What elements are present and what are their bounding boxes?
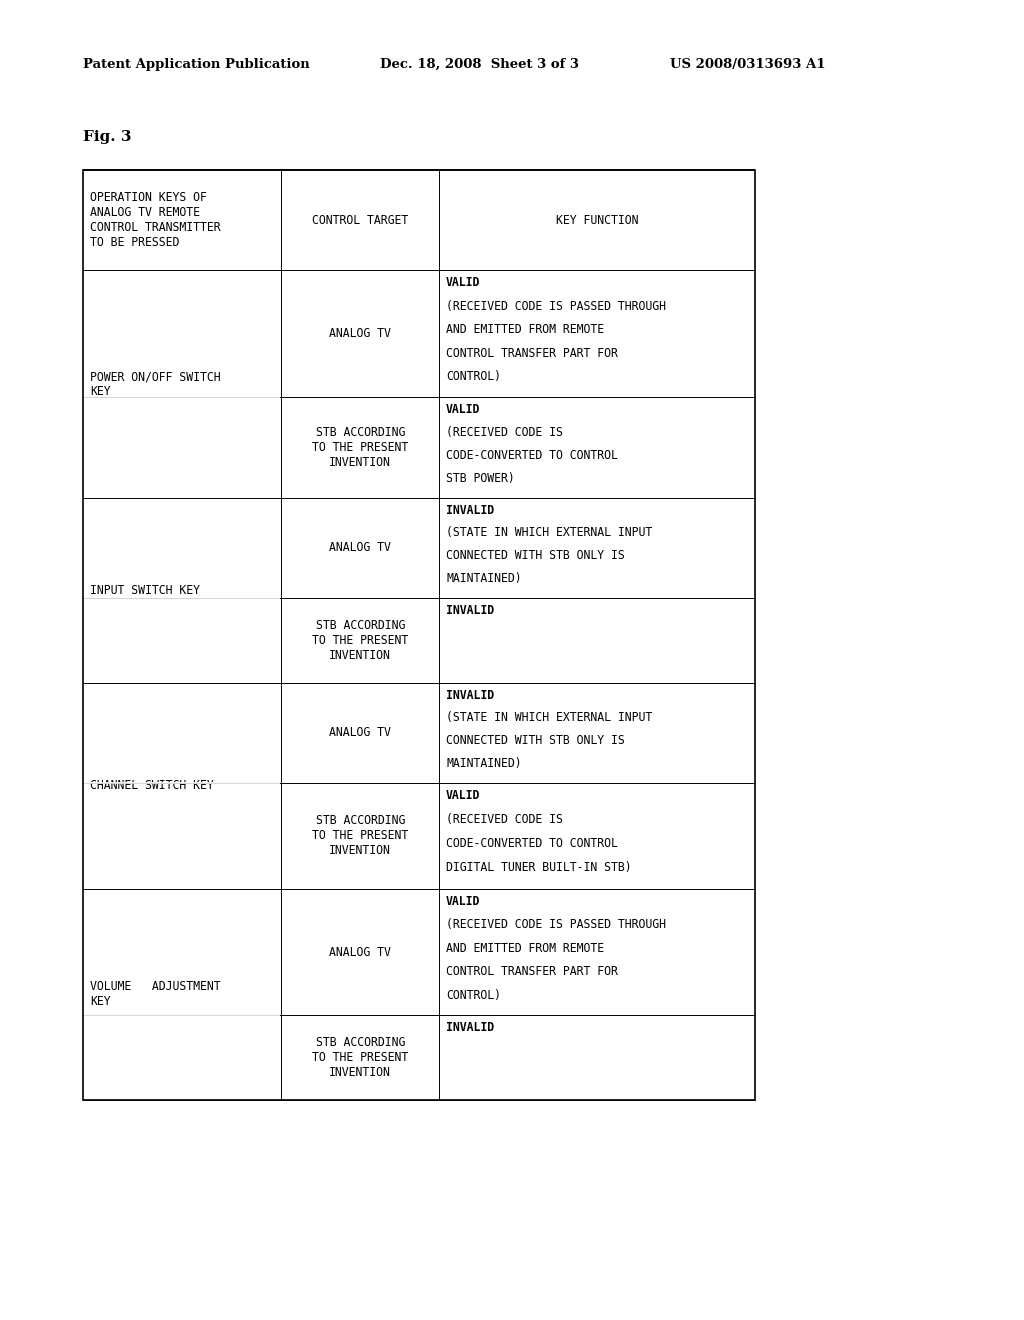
Text: INVALID: INVALID <box>446 605 495 616</box>
Text: OPERATION KEYS OF
ANALOG TV REMOTE
CONTROL TRANSMITTER
TO BE PRESSED: OPERATION KEYS OF ANALOG TV REMOTE CONTR… <box>90 191 220 249</box>
Text: STB ACCORDING
TO THE PRESENT
INVENTION: STB ACCORDING TO THE PRESENT INVENTION <box>312 619 409 661</box>
Text: KEY FUNCTION: KEY FUNCTION <box>556 214 638 227</box>
Text: CODE-CONVERTED TO CONTROL: CODE-CONVERTED TO CONTROL <box>446 449 618 462</box>
Text: CONNECTED WITH STB ONLY IS: CONNECTED WITH STB ONLY IS <box>446 549 625 562</box>
Text: STB ACCORDING
TO THE PRESENT
INVENTION: STB ACCORDING TO THE PRESENT INVENTION <box>312 426 409 469</box>
Bar <box>83 170 755 1100</box>
Text: ANALOG TV: ANALOG TV <box>330 541 391 554</box>
Text: DIGITAL TUNER BUILT-IN STB): DIGITAL TUNER BUILT-IN STB) <box>446 861 632 874</box>
Text: STB POWER): STB POWER) <box>446 471 515 484</box>
Text: (STATE IN WHICH EXTERNAL INPUT: (STATE IN WHICH EXTERNAL INPUT <box>446 527 652 540</box>
Text: AND EMITTED FROM REMOTE: AND EMITTED FROM REMOTE <box>446 323 604 337</box>
Text: INPUT SWITCH KEY: INPUT SWITCH KEY <box>90 583 200 597</box>
Text: ANALOG TV: ANALOG TV <box>330 945 391 958</box>
Text: INVALID: INVALID <box>446 504 495 516</box>
Text: (STATE IN WHICH EXTERNAL INPUT: (STATE IN WHICH EXTERNAL INPUT <box>446 711 652 725</box>
Text: CHANNEL SWITCH KEY: CHANNEL SWITCH KEY <box>90 779 214 792</box>
Text: AND EMITTED FROM REMOTE: AND EMITTED FROM REMOTE <box>446 941 604 954</box>
Text: (RECEIVED CODE IS: (RECEIVED CODE IS <box>446 426 563 440</box>
Text: CONTROL): CONTROL) <box>446 989 501 1002</box>
Text: MAINTAINED): MAINTAINED) <box>446 756 522 770</box>
Text: US 2008/0313693 A1: US 2008/0313693 A1 <box>670 58 825 71</box>
Text: POWER ON/OFF SWITCH
KEY: POWER ON/OFF SWITCH KEY <box>90 370 220 399</box>
Text: CONTROL TARGET: CONTROL TARGET <box>312 214 409 227</box>
Text: STB ACCORDING
TO THE PRESENT
INVENTION: STB ACCORDING TO THE PRESENT INVENTION <box>312 814 409 857</box>
Text: CONTROL TRANSFER PART FOR: CONTROL TRANSFER PART FOR <box>446 965 618 978</box>
Text: (RECEIVED CODE IS PASSED THROUGH: (RECEIVED CODE IS PASSED THROUGH <box>446 919 667 931</box>
Text: STB ACCORDING
TO THE PRESENT
INVENTION: STB ACCORDING TO THE PRESENT INVENTION <box>312 1036 409 1080</box>
Text: (RECEIVED CODE IS: (RECEIVED CODE IS <box>446 813 563 826</box>
Text: VOLUME   ADJUSTMENT
KEY: VOLUME ADJUSTMENT KEY <box>90 981 220 1008</box>
Text: ANALOG TV: ANALOG TV <box>330 726 391 739</box>
Text: INVALID: INVALID <box>446 689 495 701</box>
Text: VALID: VALID <box>446 403 480 416</box>
Text: Fig. 3: Fig. 3 <box>83 129 131 144</box>
Text: CODE-CONVERTED TO CONTROL: CODE-CONVERTED TO CONTROL <box>446 837 618 850</box>
Text: (RECEIVED CODE IS PASSED THROUGH: (RECEIVED CODE IS PASSED THROUGH <box>446 300 667 313</box>
Text: Dec. 18, 2008  Sheet 3 of 3: Dec. 18, 2008 Sheet 3 of 3 <box>380 58 579 71</box>
Text: CONNECTED WITH STB ONLY IS: CONNECTED WITH STB ONLY IS <box>446 734 625 747</box>
Text: MAINTAINED): MAINTAINED) <box>446 572 522 585</box>
Text: CONTROL): CONTROL) <box>446 371 501 383</box>
Text: VALID: VALID <box>446 276 480 289</box>
Text: VALID: VALID <box>446 789 480 803</box>
Text: Patent Application Publication: Patent Application Publication <box>83 58 309 71</box>
Text: CONTROL TRANSFER PART FOR: CONTROL TRANSFER PART FOR <box>446 347 618 360</box>
Text: ANALOG TV: ANALOG TV <box>330 327 391 341</box>
Text: VALID: VALID <box>446 895 480 908</box>
Text: INVALID: INVALID <box>446 1022 495 1035</box>
